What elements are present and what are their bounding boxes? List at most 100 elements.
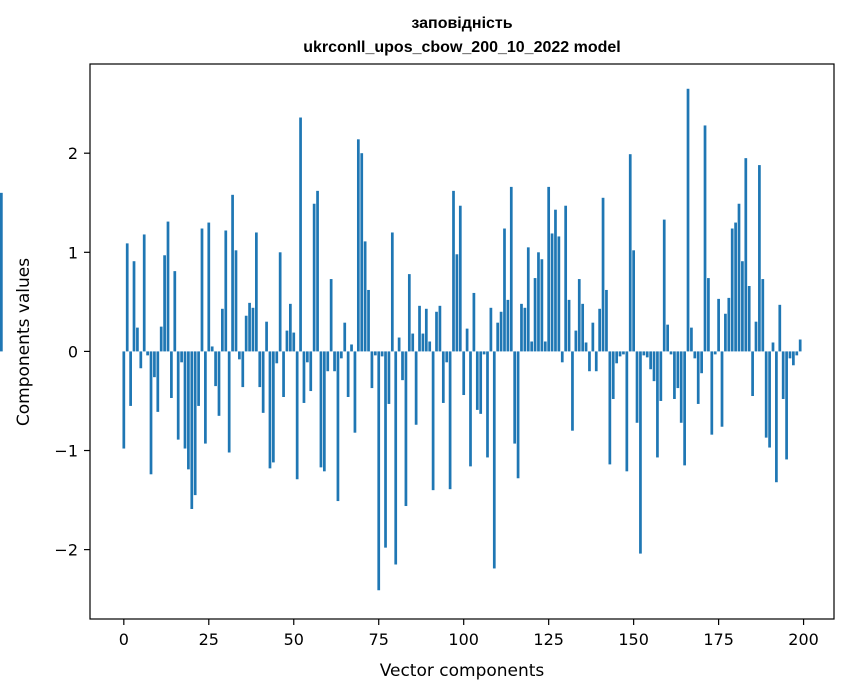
bar [567,299,571,352]
bar [149,351,153,475]
bar [319,351,323,468]
y-tick-label: 0 [68,342,78,361]
bar [448,351,452,490]
bar [343,322,347,352]
bar [261,351,265,413]
bar [557,236,561,352]
bar [486,351,489,458]
bar [132,261,136,352]
bar [411,333,415,352]
bar [707,278,710,352]
bar [591,322,595,352]
bar [234,250,238,352]
bar [316,190,319,352]
bar [605,289,608,352]
bar [190,351,194,509]
bar [516,351,520,479]
bar [278,252,282,352]
bar [778,304,782,352]
bar [594,351,598,372]
bar [227,351,231,453]
bar [761,279,765,352]
bar [255,232,258,352]
bar [785,351,788,460]
bar [367,289,370,352]
bar [183,351,187,449]
bar [452,190,455,352]
bar [302,351,306,403]
bar [730,228,734,352]
x-tick-label: 200 [788,630,819,649]
bar [336,351,340,502]
bar [547,186,551,352]
y-tick-label: −1 [54,442,78,461]
chart-title: заповідність [411,15,512,32]
bar [241,351,245,388]
bar [251,307,255,352]
bar [781,351,785,399]
bar [418,305,421,352]
bar [282,351,285,397]
x-tick-label: 150 [618,630,649,649]
bar [788,351,792,359]
bar [0,192,3,352]
bar [407,274,411,352]
bar [724,313,727,352]
bar [588,351,591,372]
x-tick-label: 175 [703,630,734,649]
bar [295,351,299,480]
bar [652,351,656,382]
bar [329,279,333,352]
bar [153,351,156,378]
y-tick-label: 2 [68,144,78,163]
bar [693,351,697,359]
bar [645,351,649,358]
bar [394,351,398,565]
plot-area-frame [89,63,835,620]
bar [170,351,173,398]
bar [401,351,404,381]
bar [384,351,387,548]
bar [744,158,748,352]
bar [465,328,469,352]
y-axis-ticks: −2 −1 0 1 2 [54,144,90,560]
bar [608,351,612,465]
bar [601,197,605,352]
bar [397,337,401,352]
bar [265,321,268,352]
bar [696,351,700,404]
bar [771,342,775,352]
y-axis-label: Components values [14,258,34,426]
bar [258,351,262,388]
bar [659,351,663,401]
bar [727,297,731,352]
bar [537,252,540,352]
bar [187,351,190,470]
bar [649,351,652,370]
bar [700,351,703,374]
bar [798,339,802,352]
bar [377,351,381,591]
bar [193,351,197,496]
bar [210,346,214,352]
bar [462,351,466,396]
bar [204,351,207,444]
bar [622,351,625,355]
bar [666,324,669,352]
bar [571,351,574,431]
bar [615,351,619,364]
bar [333,351,336,372]
bar [404,351,408,507]
bar [768,351,771,448]
bar [577,279,581,352]
bar [380,351,384,357]
bar [632,250,635,352]
bar [611,351,615,399]
bar [156,351,160,412]
bar [679,351,683,423]
bar [764,351,768,438]
bar [676,351,680,389]
bar [360,153,364,352]
bar [217,351,221,416]
